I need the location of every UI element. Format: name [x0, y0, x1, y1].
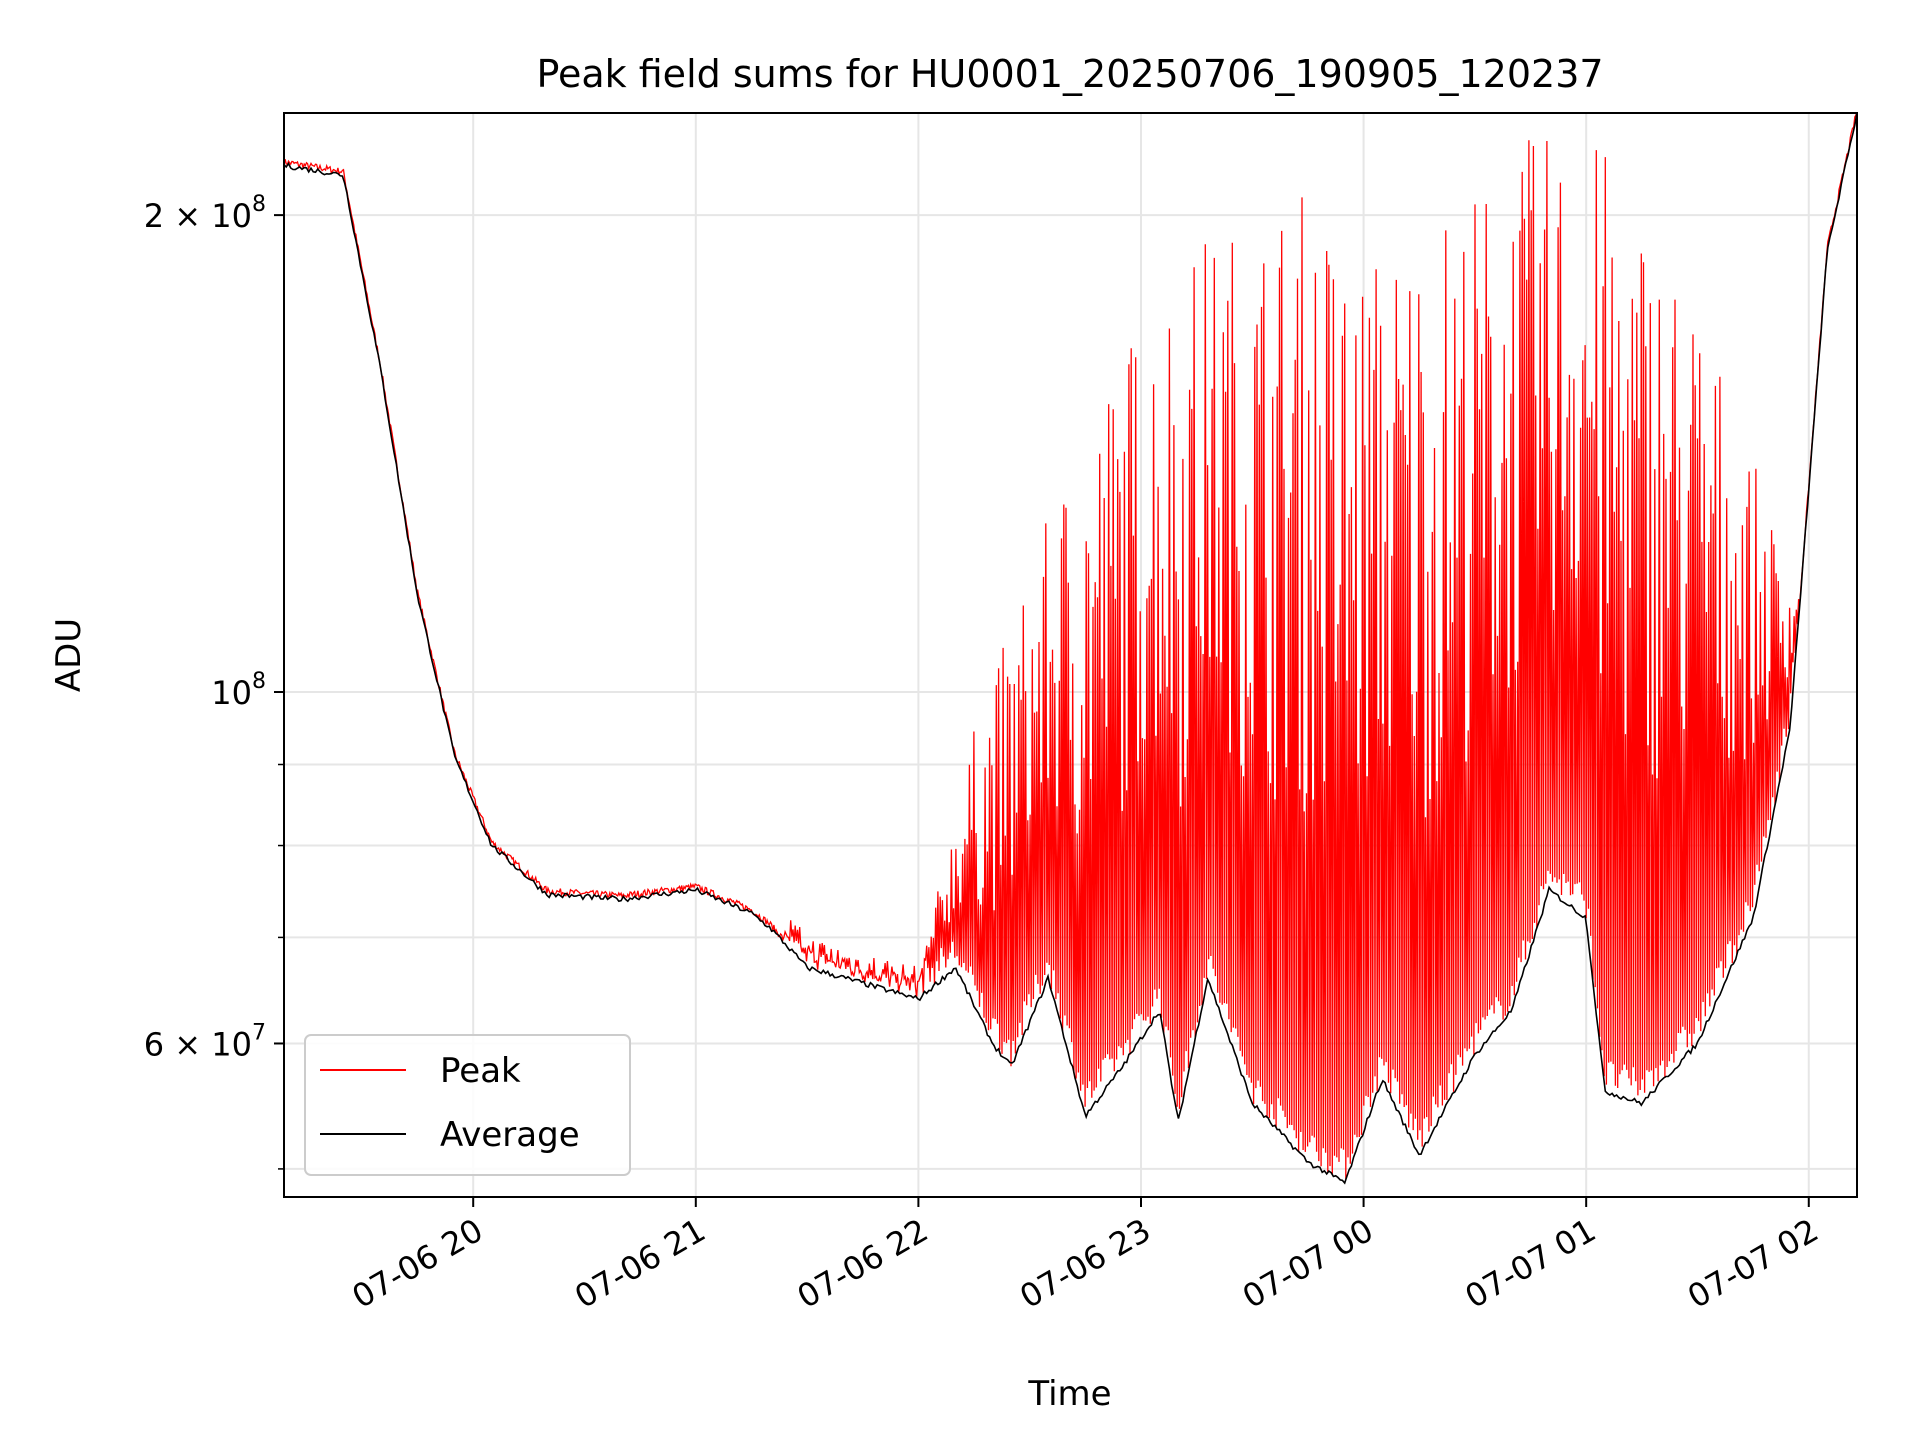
y-axis-label: ADU	[49, 618, 89, 692]
y-tick-label: 6 × 107	[144, 1020, 266, 1063]
series-layer	[284, 113, 1857, 1185]
y-tick-label: 108	[211, 669, 266, 712]
legend-label-average: Average	[440, 1115, 580, 1155]
series-line-average	[284, 113, 1857, 1185]
y-tick-label: 2 × 108	[144, 192, 266, 235]
chart-title: Peak field sums for HU0001_20250706_1909…	[536, 52, 1603, 96]
legend: Peak Average	[304, 1034, 631, 1176]
y-tick-exponent: 8	[252, 192, 266, 217]
legend-label-peak: Peak	[440, 1051, 521, 1091]
y-tick-exponent: 7	[252, 1020, 266, 1045]
y-tick-exponent: 8	[252, 669, 266, 694]
y-tick-mantissa: 6 × 10	[144, 1025, 252, 1063]
plot-frame	[283, 112, 1858, 1198]
series-line-peak	[284, 113, 1857, 1180]
y-tick-mantissa: 2 × 10	[144, 197, 252, 235]
y-tick-mantissa: 10	[211, 674, 252, 712]
x-axis-label: Time	[1027, 1374, 1111, 1414]
